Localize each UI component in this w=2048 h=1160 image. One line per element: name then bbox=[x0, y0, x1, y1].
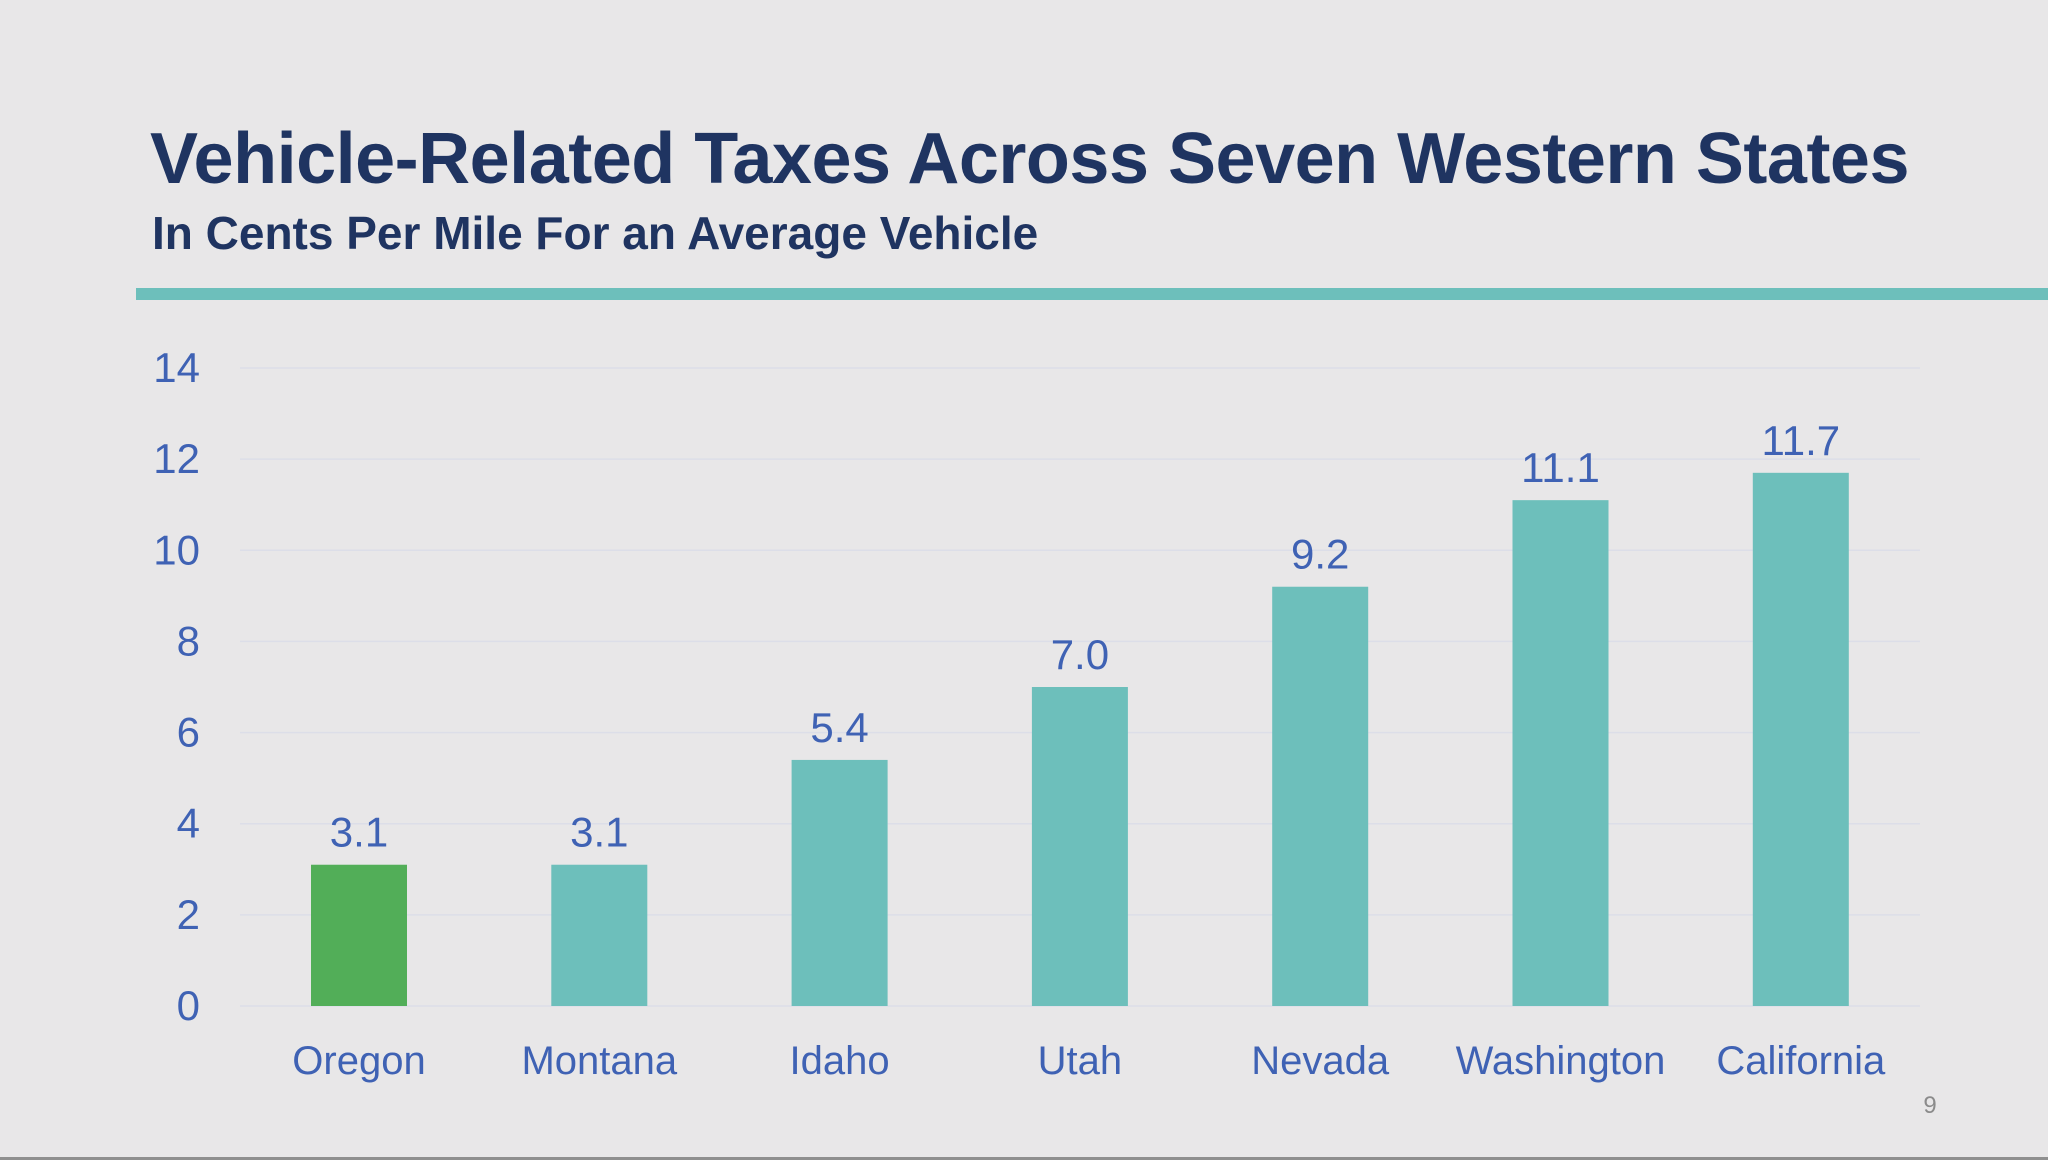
accent-rule bbox=[136, 288, 2048, 300]
bars bbox=[311, 472, 1849, 1006]
y-tick-label: 4 bbox=[177, 800, 200, 847]
bar-idaho bbox=[791, 759, 888, 1006]
x-tick-label: Oregon bbox=[292, 1039, 425, 1083]
x-axis-ticks: Oregon Montana Idaho Utah Nevada Washington Ca… bbox=[292, 1039, 1886, 1083]
data-label: 9.2 bbox=[1291, 531, 1349, 578]
data-label: 5.4 bbox=[810, 704, 868, 751]
y-tick-label: 2 bbox=[177, 891, 200, 938]
bar-washington bbox=[1512, 500, 1609, 1006]
bottom-border bbox=[0, 1157, 2048, 1160]
bar-utah bbox=[1031, 687, 1128, 1006]
bar-california bbox=[1752, 472, 1849, 1006]
x-tick-label: Utah bbox=[1038, 1039, 1123, 1083]
x-tick-label: Nevada bbox=[1251, 1039, 1390, 1083]
slide-title: Vehicle-Related Taxes Across Seven Weste… bbox=[150, 119, 1910, 199]
page-number: 9 bbox=[1923, 1092, 1937, 1119]
y-tick-label: 10 bbox=[153, 526, 200, 573]
y-tick-label: 8 bbox=[177, 617, 200, 664]
data-label: 11.7 bbox=[1761, 417, 1840, 464]
y-tick-label: 14 bbox=[153, 344, 200, 391]
data-label: 3.1 bbox=[570, 809, 628, 856]
x-tick-label: Idaho bbox=[790, 1039, 890, 1083]
data-label: 11.1 bbox=[1521, 444, 1600, 491]
x-tick-label: California bbox=[1716, 1039, 1886, 1083]
data-label: 3.1 bbox=[330, 809, 388, 856]
bar-montana bbox=[551, 864, 648, 1006]
bar-nevada bbox=[1272, 586, 1369, 1006]
y-tick-label: 0 bbox=[177, 982, 200, 1029]
x-tick-label: Washington bbox=[1456, 1039, 1666, 1083]
y-tick-label: 12 bbox=[153, 435, 200, 482]
x-tick-label: Montana bbox=[521, 1039, 677, 1083]
bar-oregon bbox=[311, 864, 407, 1006]
value-labels: 3.1 3.1 5.4 7.0 9.2 11.1 11.7 bbox=[330, 417, 1840, 856]
slide-subtitle: In Cents Per Mile For an Average Vehicle bbox=[152, 207, 1039, 259]
y-tick-label: 6 bbox=[177, 709, 200, 756]
data-label: 7.0 bbox=[1051, 631, 1109, 678]
y-axis-ticks: 0 2 4 6 8 10 12 14 bbox=[153, 344, 200, 1029]
